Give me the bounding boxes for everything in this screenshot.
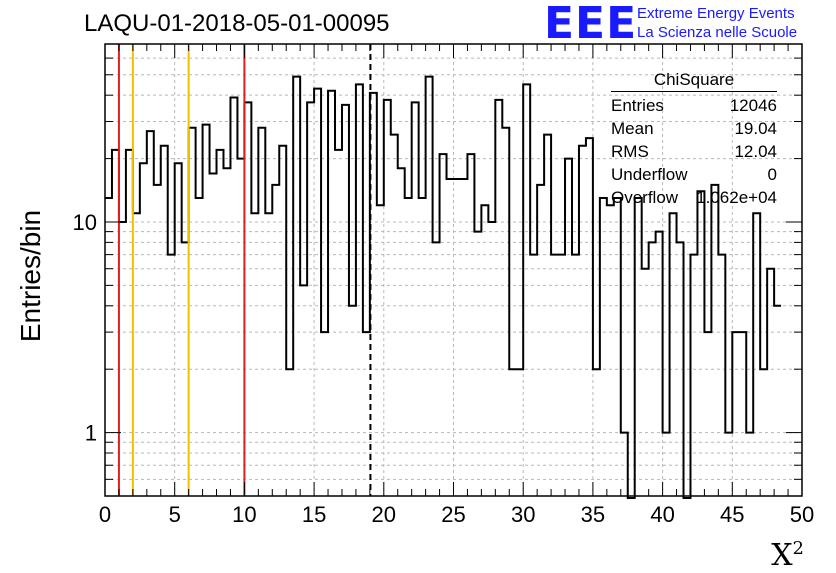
x-tick-label: 15	[302, 502, 326, 527]
x-tick-label: 50	[790, 502, 814, 527]
eee-logo: EEE	[544, 0, 638, 49]
stats-title: ChiSquare	[611, 70, 777, 92]
x-axis-label: X2	[771, 538, 804, 573]
y-axis-label-wrap: Entries/bin	[2, 180, 52, 380]
logo-line-1: Extreme Energy Events	[637, 5, 795, 22]
x-tick-label: 10	[232, 502, 256, 527]
x-tick-label: 30	[511, 502, 535, 527]
chart-title: LAQU-01-2018-05-01-00095	[84, 10, 390, 37]
logo-caption: Extreme Energy Events La Scienza nelle S…	[637, 4, 797, 42]
x-tick-label: 20	[372, 502, 396, 527]
histogram-step-line	[105, 75, 782, 499]
x-tick-label: 25	[441, 502, 465, 527]
stats-row-rms: RMS 12.04	[611, 142, 777, 161]
x-tick-label: 5	[169, 502, 181, 527]
y-tick-label: 1	[85, 421, 97, 446]
stats-row-entries: Entries 12046	[611, 96, 777, 115]
stats-box: ChiSquare Entries 12046 Mean 19.04 RMS 12.0…	[611, 70, 777, 209]
stats-row-mean: Mean 19.04	[611, 119, 777, 138]
x-tick-label: 45	[720, 502, 744, 527]
x-tick-label: 35	[581, 502, 605, 527]
x-tick-label: 0	[99, 502, 111, 527]
y-tick-label: 10	[73, 210, 97, 235]
y-axis-label: Entries/bin	[15, 209, 46, 343]
stats-row-underflow: Underflow 0	[611, 165, 777, 184]
logo-line-2: La Scienza nelle Scuole	[637, 24, 798, 41]
x-tick-label: 40	[650, 502, 674, 527]
stats-row-overflow: Overflow 1.062e+04	[611, 188, 777, 207]
